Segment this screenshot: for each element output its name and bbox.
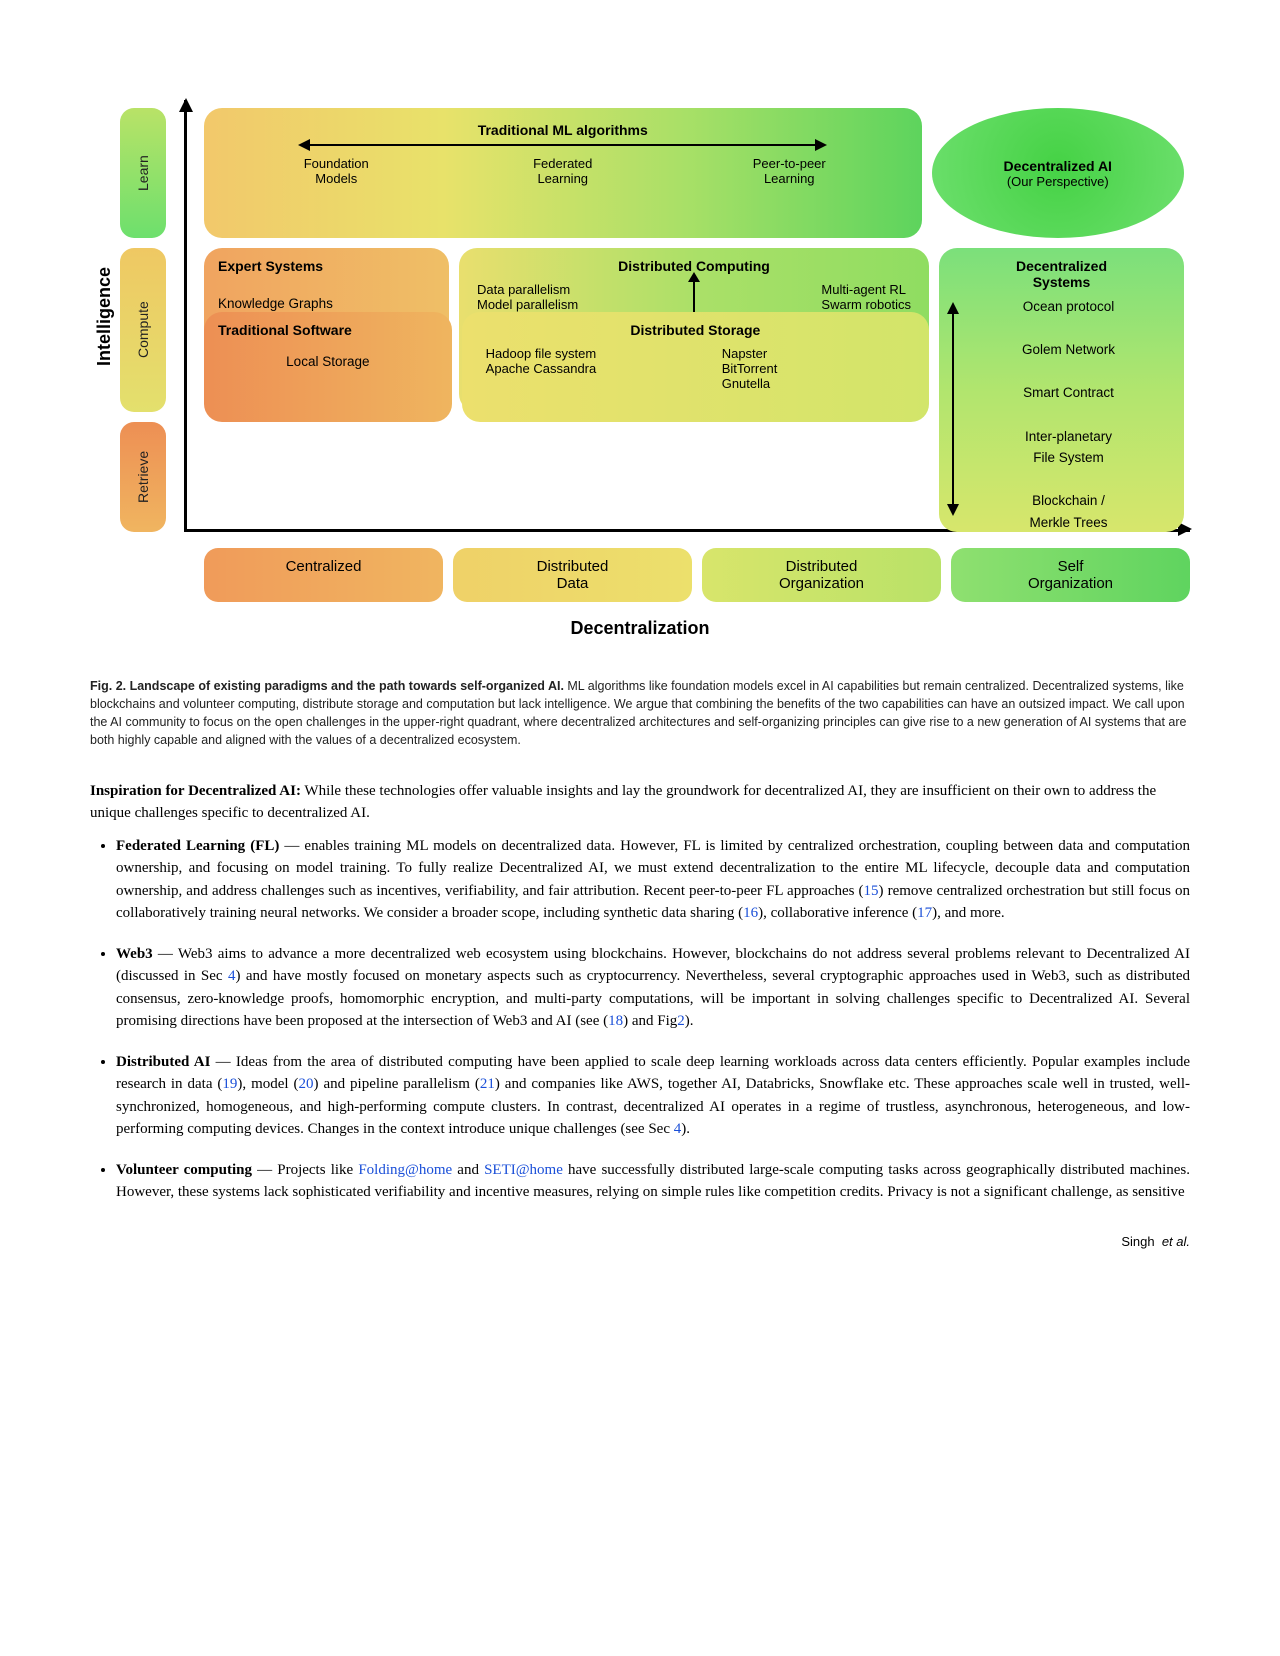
external-link[interactable]: SETI@home [484,1162,563,1178]
list-item-fl: Federated Learning (FL) — enables traini… [116,835,1190,925]
ref-link[interactable]: 2 [677,1013,685,1029]
cell-title: Expert Systems [218,258,435,274]
arrow-vertical-icon [952,304,954,514]
ref-link[interactable]: 18 [608,1013,623,1029]
x-level-self-org: Self Organization [951,548,1190,602]
ml-item-federated: Federated Learning [453,156,674,186]
stor-right: Napster BitTorrent Gnutella [722,346,915,391]
figure-2: Intelligence Learn Compute Retrieve Trad… [90,100,1190,639]
cell-traditional-ml: Traditional ML algorithms Foundation Mod… [204,108,922,238]
cell-distributed-storage: Distributed Storage Hadoop file system A… [462,312,929,422]
x-level-labels: Centralized Distributed Data Distributed… [90,548,1190,602]
cell-title: Decentralized Systems [953,258,1170,290]
ref-link[interactable]: 15 [864,883,879,899]
cell-decentralized-systems: Decentralized Systems Ocean protocol Gol… [939,248,1184,532]
ref-link[interactable]: 16 [743,905,758,921]
dc-top-right: Multi-agent RL Swarm robotics [821,282,911,312]
x-level-centralized: Centralized [204,548,443,602]
ml-item-p2p: Peer-to-peer Learning [679,156,900,186]
page-footer: Singh et al. [90,1234,1190,1249]
section-lead: Inspiration for Decentralized AI: [90,783,301,799]
ref-link[interactable]: 20 [299,1076,314,1092]
footer-author: Singh [1121,1234,1154,1249]
x-level-dist-data: Distributed Data [453,548,692,602]
x-level-dist-org: Distributed Organization [702,548,941,602]
list-item-web3: Web3 — Web3 aims to advance a more decen… [116,943,1190,1033]
oval-title: Decentralized AI [1004,158,1112,174]
body-text: Inspiration for Decentralized AI: While … [90,780,1190,1204]
stor-left: Hadoop file system Apache Cassandra [476,346,669,391]
y-level-learn: Learn [120,108,166,238]
arrow-horizontal-icon [300,144,825,146]
cell-title: Traditional ML algorithms [226,122,900,138]
tradsoft-items: Local Storage [218,354,438,369]
dc-top-left: Data parallelism Model parallelism [477,282,578,312]
ref-link[interactable]: 19 [222,1076,237,1092]
figure-caption: Fig. 2. Landscape of existing paradigms … [90,677,1190,750]
footer-etal: et al. [1162,1234,1190,1249]
ml-item-foundation: Foundation Models [226,156,447,186]
decentralized-items: Ocean protocol Golem Network Smart Contr… [953,296,1170,534]
cell-decentralized-ai-oval: Decentralized AI (Our Perspective) [932,108,1185,238]
cell-title: Distributed Storage [476,322,915,338]
y-level-retrieve: Retrieve [120,422,166,532]
y-level-compute: Compute [120,248,166,412]
oval-subtitle: (Our Perspective) [1007,174,1109,189]
y-axis-label: Intelligence [95,266,116,365]
ref-link[interactable]: 21 [480,1076,495,1092]
cell-title: Traditional Software [218,322,438,338]
cell-traditional-software: Traditional Software Local Storage [204,312,452,422]
x-axis-label: Decentralization [90,618,1190,639]
external-link[interactable]: Folding@home [358,1162,452,1178]
y-level-labels: Learn Compute Retrieve [120,100,166,532]
ref-link[interactable]: 17 [917,905,932,921]
list-item-distributed-ai: Distributed AI — Ideas from the area of … [116,1051,1190,1141]
list-item-volunteer: Volunteer computing — Projects like Fold… [116,1159,1190,1204]
caption-lead: Fig. 2. Landscape of existing paradigms … [90,679,564,693]
